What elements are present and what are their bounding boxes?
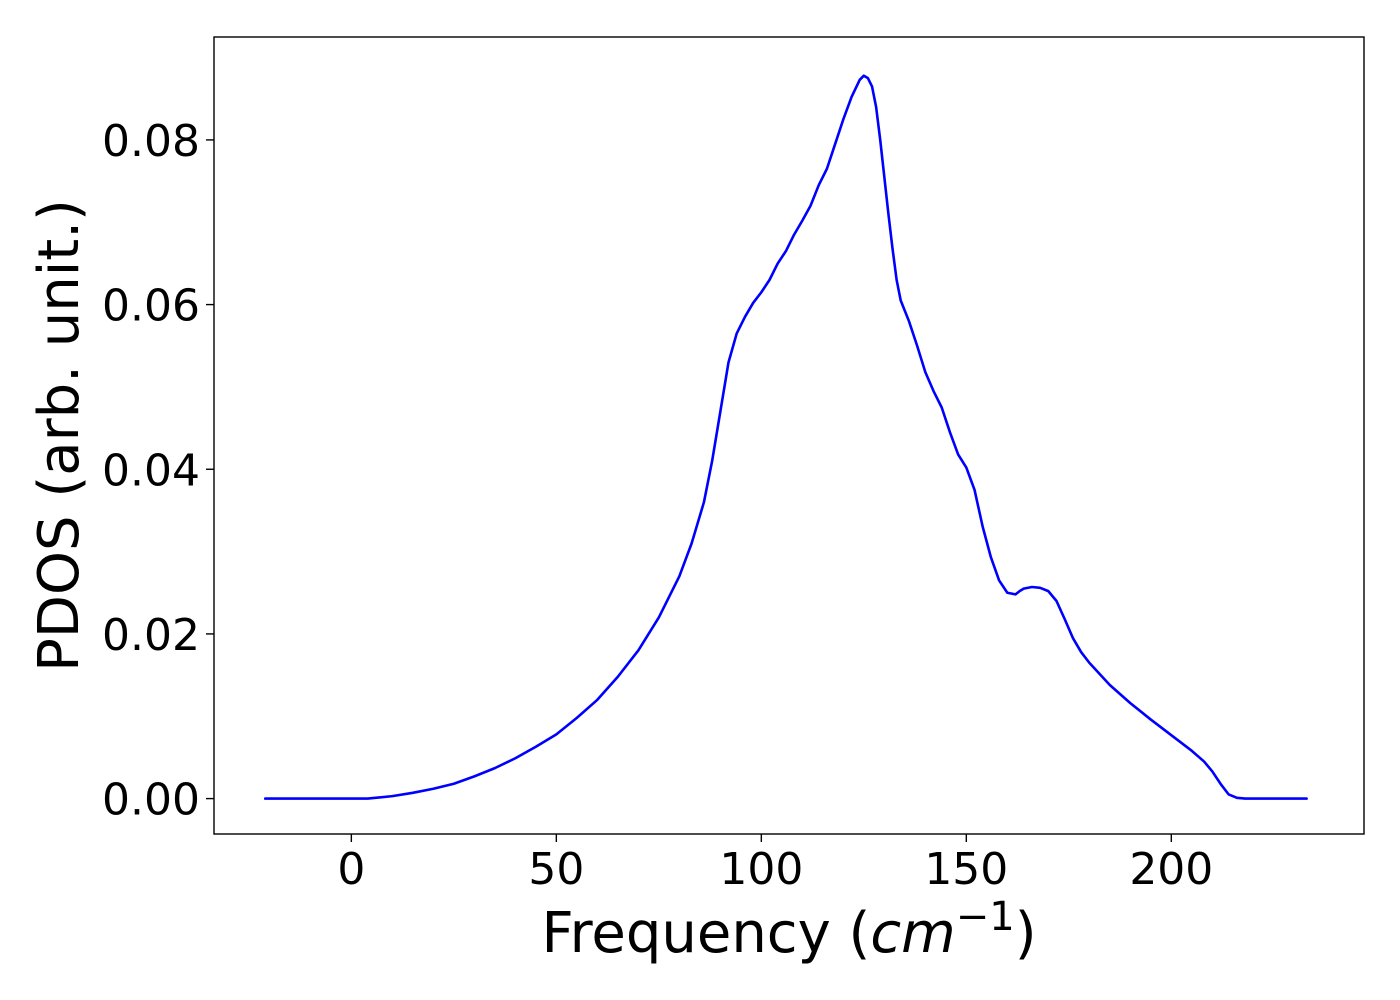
x-axis-title-unit: cm: [870, 901, 955, 966]
y-axis-ticks: 0.00 0.02 0.04 0.06 0.08: [102, 116, 214, 826]
y-tick-label: 0.08: [102, 116, 200, 167]
plot-layer: [263, 74, 1308, 800]
x-axis-title-close: ): [1015, 901, 1037, 966]
y-tick-label: 0.06: [102, 281, 200, 332]
y-tick-label: 0.02: [102, 610, 200, 661]
y-axis-title: PDOS (arb. unit.): [27, 199, 92, 672]
x-axis-ticks: 0 50 100 150 200: [337, 834, 1213, 895]
x-tick-label: 150: [924, 844, 1008, 895]
pdos-series-line: [263, 74, 1308, 800]
x-tick-label: 100: [719, 844, 803, 895]
x-tick-label: 200: [1129, 844, 1213, 895]
x-axis-title-main: Frequency (: [541, 901, 870, 966]
axes-frame: [213, 36, 1365, 835]
x-tick-label: 0: [337, 844, 365, 895]
y-tick-label: 0.00: [102, 775, 200, 826]
x-axis-title: Frequency (cm−1): [541, 894, 1036, 966]
x-axis-title-exponent: −1: [956, 894, 1015, 940]
x-tick-label: 50: [528, 844, 584, 895]
y-tick-label: 0.04: [102, 445, 200, 496]
